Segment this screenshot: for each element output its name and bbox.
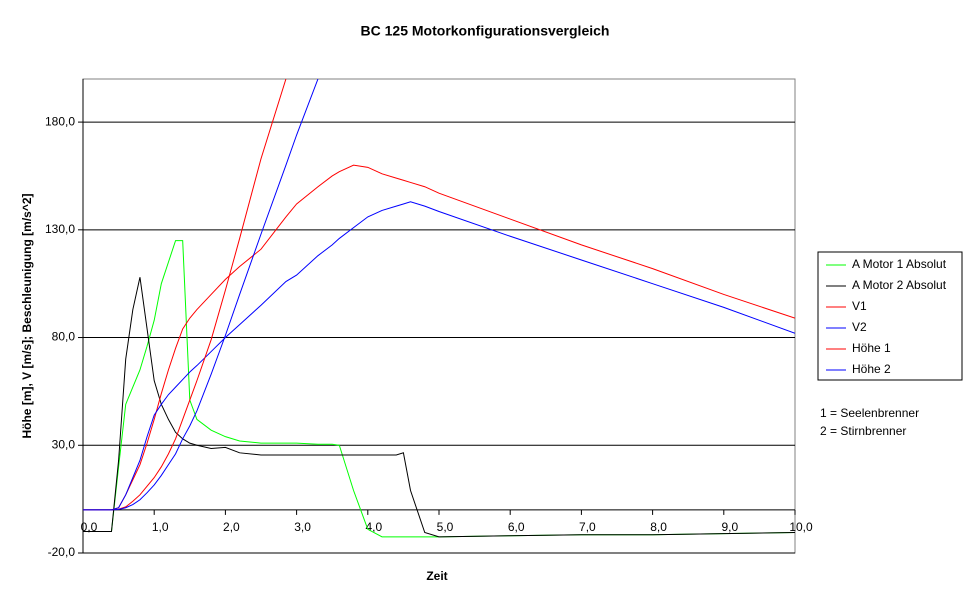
x-tick-label: 1,0 [152, 520, 169, 534]
y-tick-label: -20,0 [48, 545, 76, 559]
legend-label: A Motor 2 Absolut [852, 278, 947, 292]
series-line [83, 201, 795, 511]
x-axis-title: Zeit [426, 569, 447, 583]
legend-label: Höhe 1 [852, 341, 891, 355]
x-tick-label: 6,0 [508, 520, 525, 534]
x-tick-label: 9,0 [721, 520, 738, 534]
series-line [83, 164, 795, 511]
legend-label: V2 [852, 320, 867, 334]
series-line [83, 79, 287, 511]
y-tick-label: 30,0 [52, 437, 76, 451]
x-tick-label: 0,0 [81, 520, 98, 534]
series-line [83, 240, 795, 538]
annotation: 1 = Seelenbrenner [820, 406, 919, 420]
x-tick-label: 10,0 [789, 520, 813, 534]
y-tick-label: 130,0 [45, 222, 75, 236]
chart-title: BC 125 Motorkonfigurationsvergleich [361, 23, 610, 39]
x-tick-label: 8,0 [650, 520, 667, 534]
y-axis-title: Höhe [m], V [m/s]; Beschleunigung [m/s^2… [20, 193, 34, 438]
legend-label: V1 [852, 299, 867, 313]
y-tick-label: 80,0 [52, 330, 76, 344]
legend-label: Höhe 2 [852, 362, 891, 376]
annotation: 2 = Stirnbrenner [820, 424, 906, 438]
legend-box [817, 251, 963, 381]
series-line [83, 277, 795, 538]
x-tick-label: 4,0 [365, 520, 382, 534]
x-tick-label: 7,0 [579, 520, 596, 534]
y-tick-label: 180,0 [45, 114, 75, 128]
plot-area [82, 78, 796, 554]
x-tick-label: 5,0 [437, 520, 454, 534]
legend-label: A Motor 1 Absolut [852, 257, 947, 271]
series-line [83, 79, 319, 511]
x-tick-label: 3,0 [294, 520, 311, 534]
x-tick-label: 2,0 [223, 520, 240, 534]
